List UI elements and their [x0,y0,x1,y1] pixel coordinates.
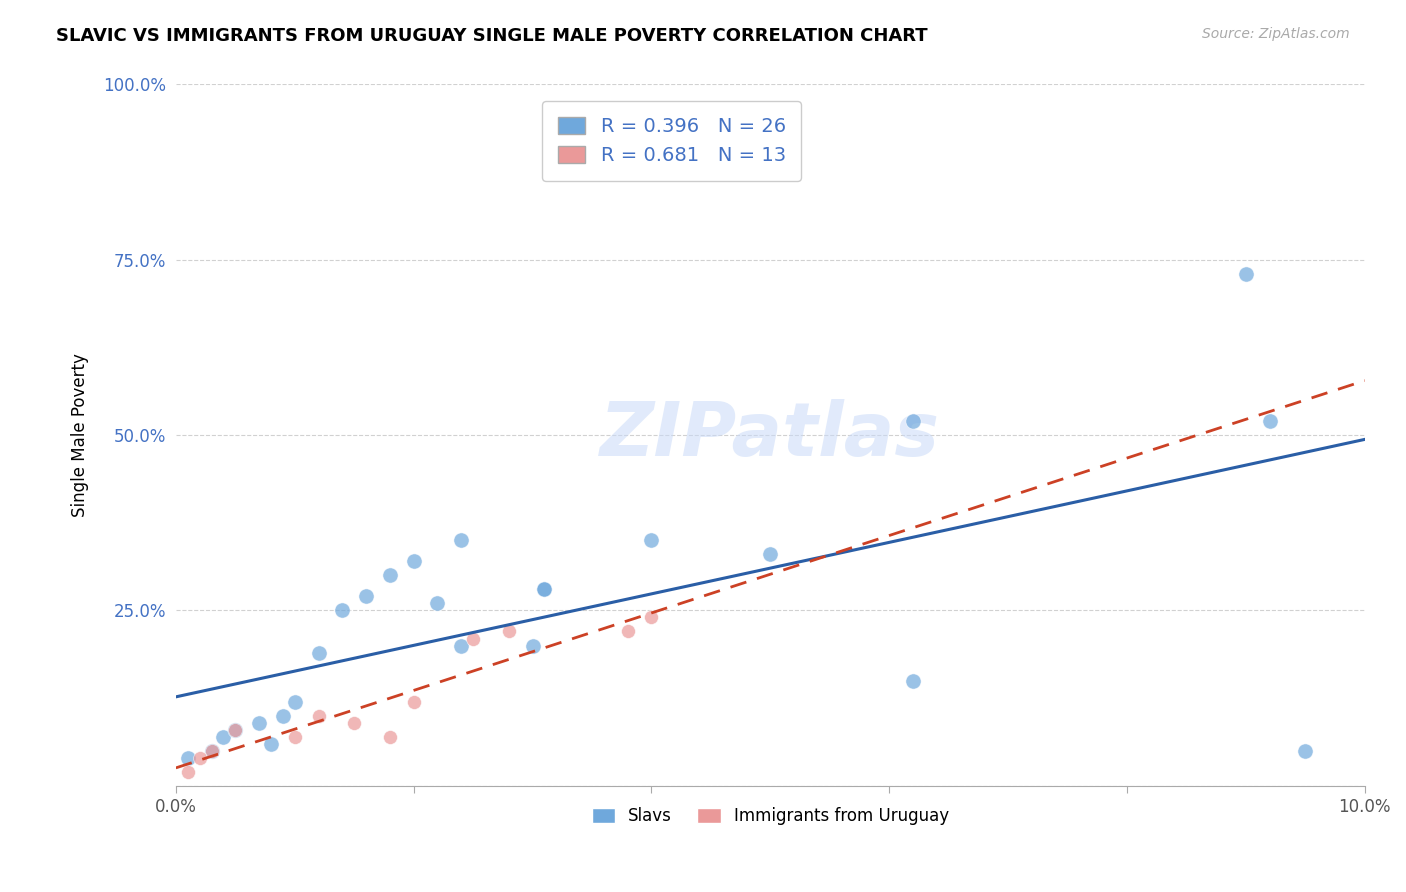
Point [450,533,472,548]
Point [1234,267,1257,281]
Point [450,639,472,653]
Point [224,723,246,737]
Point [901,414,924,428]
Text: Source: ZipAtlas.com: Source: ZipAtlas.com [1202,27,1350,41]
Point [188,750,211,764]
Point [247,715,270,730]
Legend: Slavs, Immigrants from Uruguay: Slavs, Immigrants from Uruguay [583,799,957,833]
Point [308,646,330,660]
Point [308,708,330,723]
Point [200,744,222,758]
Point [354,590,377,604]
Point [402,554,425,568]
Point [426,596,449,610]
Point [177,750,200,764]
Point [498,624,520,639]
Point [616,624,638,639]
Point [378,568,401,582]
Point [533,582,555,597]
Point [402,695,425,709]
Point [224,723,246,737]
Point [759,547,782,561]
Point [1294,744,1316,758]
Point [640,533,662,548]
Point [200,744,222,758]
Text: ZIPatlas: ZIPatlas [600,399,941,472]
Point [461,632,484,646]
Point [640,610,662,624]
Point [522,639,544,653]
Point [343,715,366,730]
Text: SLAVIC VS IMMIGRANTS FROM URUGUAY SINGLE MALE POVERTY CORRELATION CHART: SLAVIC VS IMMIGRANTS FROM URUGUAY SINGLE… [56,27,928,45]
Point [284,695,307,709]
Point [260,737,283,751]
Point [533,582,555,597]
Point [271,708,294,723]
Point [901,673,924,688]
Point [177,764,200,779]
Y-axis label: Single Male Poverty: Single Male Poverty [72,353,89,517]
Point [330,603,353,617]
Point [284,730,307,744]
Point [212,730,235,744]
Point [1258,414,1281,428]
Point [378,730,401,744]
